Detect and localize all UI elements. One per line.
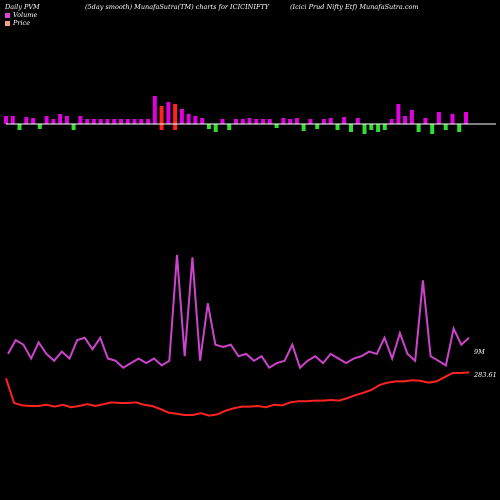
volume-bar xyxy=(430,124,435,134)
volume-bar xyxy=(335,124,340,130)
volume-bar xyxy=(105,119,110,124)
price-line xyxy=(5,371,470,417)
legend-label-volume: Volume xyxy=(13,11,38,19)
volume-bar xyxy=(51,119,56,124)
legend: Volume Price xyxy=(5,11,38,28)
volume-bar xyxy=(301,124,306,131)
header-right-title: (Icici Prud Nifty Etf) MunafaSutra.com xyxy=(290,3,419,11)
volume-bar xyxy=(281,118,286,124)
volume-bar xyxy=(179,109,184,124)
volume-bar xyxy=(349,124,353,132)
volume-bar xyxy=(423,118,428,124)
volume-bar xyxy=(376,124,381,132)
volume-bar xyxy=(389,119,394,124)
volume-bar xyxy=(315,124,320,129)
volume-bars xyxy=(4,96,468,134)
volume-line xyxy=(7,254,470,370)
volume-bar xyxy=(64,116,69,124)
volume-bar xyxy=(274,124,279,128)
legend-item-volume: Volume xyxy=(5,11,38,20)
volume-bar xyxy=(416,124,421,132)
volume-bar xyxy=(10,116,15,124)
volume-bar xyxy=(173,104,178,130)
volume-bar xyxy=(294,118,299,124)
volume-bar xyxy=(247,118,252,124)
header-center-title: (5day smooth) MunafaSutra(TM) charts for… xyxy=(85,3,270,11)
volume-bar xyxy=(328,118,333,124)
volume-bar xyxy=(288,119,293,124)
volume-bar xyxy=(227,124,232,130)
volume-bar xyxy=(443,124,448,130)
legend-swatch-volume xyxy=(5,13,10,19)
volume-bar xyxy=(362,124,367,134)
volume-bar xyxy=(186,114,191,124)
volume-bar xyxy=(261,119,266,124)
volume-bar xyxy=(213,124,218,132)
legend-label-price: Price xyxy=(13,18,31,27)
volume-bar xyxy=(85,119,90,124)
volume-bar xyxy=(119,119,123,124)
volume-bar xyxy=(321,119,326,124)
volume-bar xyxy=(342,117,347,124)
volume-label: 9M xyxy=(474,348,485,356)
legend-item-price: Price xyxy=(5,18,37,28)
volume-bar xyxy=(436,112,441,124)
volume-bar xyxy=(464,112,468,124)
volume-bar xyxy=(166,102,171,124)
volume-bar xyxy=(200,118,205,124)
volume-bar xyxy=(193,116,198,124)
legend-swatch-price xyxy=(5,20,10,26)
volume-bar xyxy=(17,124,22,130)
volume-bar xyxy=(37,124,42,129)
volume-bar xyxy=(396,104,401,124)
volume-bar xyxy=(308,119,313,124)
volume-bar xyxy=(146,119,151,124)
volume-bar xyxy=(71,124,76,130)
volume-bar xyxy=(139,119,144,124)
volume-bar xyxy=(58,114,63,124)
volume-bar xyxy=(112,119,117,124)
volume-bar xyxy=(403,116,408,124)
volume-bar xyxy=(78,116,83,124)
volume-bar xyxy=(125,119,130,124)
volume-bar xyxy=(220,119,225,124)
volume-bar xyxy=(240,119,245,124)
volume-bar xyxy=(44,116,49,124)
volume-bar xyxy=(24,117,29,124)
price-label: 283.61 xyxy=(473,371,497,379)
volume-bar xyxy=(31,118,36,124)
volume-bar xyxy=(98,119,103,124)
volume-bar xyxy=(267,119,272,124)
volume-bar xyxy=(409,110,414,124)
volume-bar xyxy=(234,119,238,124)
volume-bar xyxy=(457,124,462,132)
volume-bar xyxy=(159,106,164,130)
volume-bar xyxy=(132,119,137,124)
volume-bar xyxy=(206,124,211,129)
volume-bar xyxy=(369,124,374,130)
volume-bar xyxy=(382,124,387,130)
volume-bar xyxy=(4,116,8,124)
volume-bar xyxy=(355,118,360,124)
volume-bar xyxy=(91,119,96,124)
volume-bar xyxy=(254,119,259,124)
header-left: Daily PVM xyxy=(5,3,40,11)
volume-bar xyxy=(450,114,455,124)
volume-bar xyxy=(152,96,157,124)
